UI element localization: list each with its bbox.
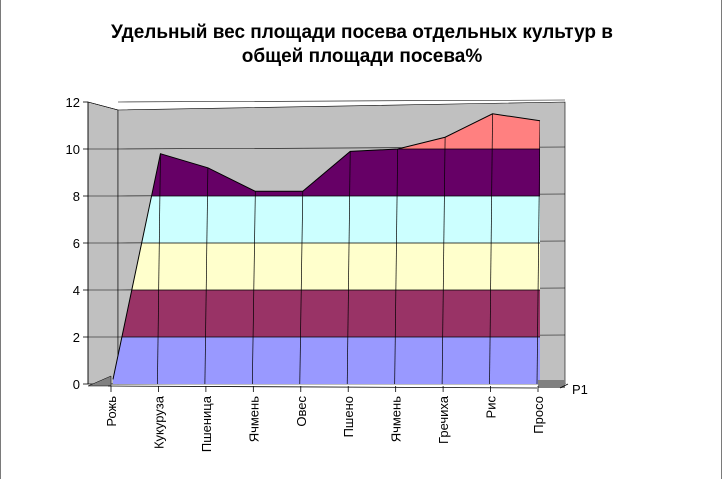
y-tick-label: 4 bbox=[73, 283, 80, 298]
x-tick-label: Рожь bbox=[104, 396, 119, 427]
x-tick-label: Кукуруза bbox=[151, 395, 166, 449]
y-tick-label: 2 bbox=[73, 330, 80, 345]
series-label: Р1 bbox=[572, 382, 588, 397]
x-tick-label: Просо bbox=[531, 396, 546, 434]
mesh-line bbox=[346, 151, 351, 384]
x-tick-label: Овес bbox=[294, 396, 309, 427]
mesh-line bbox=[536, 120, 540, 384]
floor-right-block bbox=[538, 380, 565, 388]
surface-band-0 bbox=[113, 337, 540, 384]
mesh-line bbox=[157, 153, 161, 384]
y-tick-label: 12 bbox=[66, 95, 80, 110]
chart-title-line-2: общей площади посева% bbox=[242, 46, 483, 67]
x-tick-label: Ячмень bbox=[389, 396, 404, 443]
mesh-line bbox=[204, 167, 209, 384]
surface-bands bbox=[113, 113, 540, 384]
surface-band-1 bbox=[113, 290, 540, 337]
mesh-line bbox=[299, 191, 304, 384]
x-tick-label: Пшено bbox=[341, 396, 356, 437]
surface-top-edge bbox=[112, 113, 541, 380]
y-tick-label: 10 bbox=[66, 142, 80, 157]
surface-band-3 bbox=[113, 196, 540, 243]
plot-area: 0 2 4 6 8 10 12 Рожь Кукуруза Пшеница Ячмень Овес Пш… bbox=[66, 95, 588, 452]
surface-band-2 bbox=[113, 243, 540, 290]
chart-title-line-1: Удельный вес площади посева отдельных ку… bbox=[111, 22, 613, 43]
x-tick-label: Рис bbox=[484, 396, 499, 419]
x-tick-label: Гречиха bbox=[436, 395, 451, 444]
y-tick-label: 8 bbox=[73, 189, 80, 204]
mesh-line bbox=[441, 137, 446, 384]
y-gridline-back bbox=[117, 99, 566, 103]
mesh-line bbox=[251, 191, 256, 384]
depth-tick bbox=[559, 383, 569, 389]
page-border-left bbox=[0, 0, 1, 479]
floor-left bbox=[87, 375, 112, 387]
y-tick-label: 0 bbox=[73, 377, 80, 392]
mesh-line bbox=[489, 113, 493, 384]
y-gridline-side bbox=[87, 101, 119, 111]
x-tick-label: Пшеница bbox=[199, 395, 214, 452]
x-tick-label: Ячмень bbox=[246, 396, 261, 443]
mesh-line bbox=[394, 148, 399, 384]
y-tick-label: 6 bbox=[73, 236, 80, 251]
x-axis bbox=[107, 385, 538, 389]
